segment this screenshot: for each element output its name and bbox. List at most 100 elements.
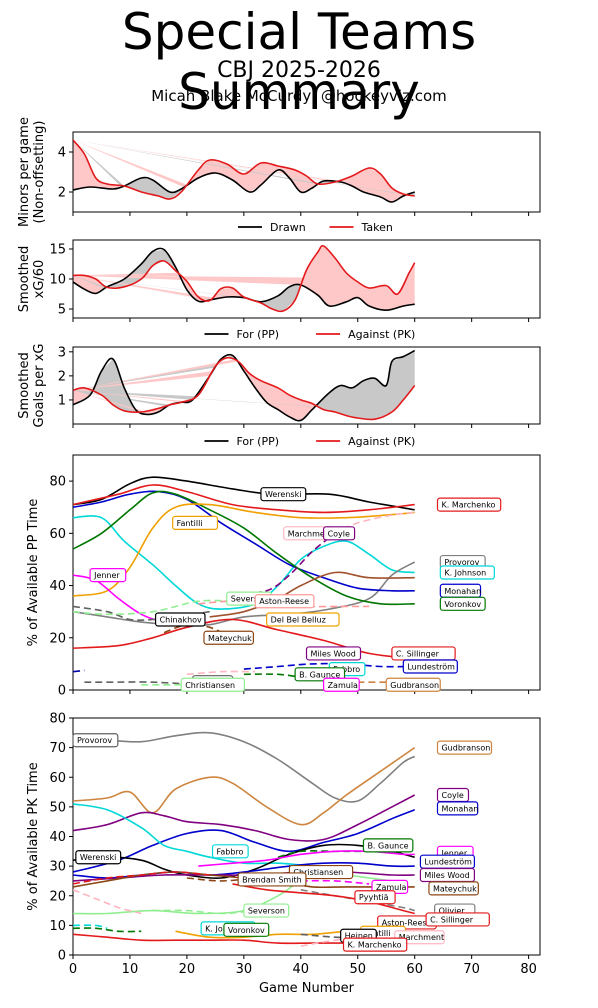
player-label: Voronkov bbox=[223, 922, 270, 937]
player-label-text: Christiansen bbox=[293, 868, 343, 877]
y-tick-label: 3 bbox=[58, 345, 66, 360]
player-label-text: Pyyhtiä bbox=[359, 893, 389, 902]
player-label: Jenner bbox=[89, 568, 127, 583]
panel-5: 0 10 20 30 40 50 60 70 80 0 10 20 30 40 50 60 70 80 % of A… bbox=[26, 712, 541, 996]
player-label-text: Werenski bbox=[80, 853, 117, 862]
y-tick-label: 1 bbox=[58, 393, 66, 408]
y-tick-label: 50 bbox=[49, 800, 66, 815]
player-label-text: Fabbro bbox=[333, 665, 360, 674]
series-line bbox=[73, 247, 415, 312]
player-label: Voronkov bbox=[439, 596, 486, 611]
player-label-text: Provorov bbox=[77, 736, 112, 745]
player-label-box bbox=[172, 515, 219, 530]
player-label: Monahan bbox=[436, 801, 479, 816]
player-label-box bbox=[322, 526, 356, 541]
player-label: C. Sillinger bbox=[391, 646, 456, 661]
legend-label: Drawn bbox=[270, 221, 306, 234]
player-label-text: Coyle bbox=[441, 791, 463, 800]
player-label-box bbox=[211, 844, 249, 859]
shaded-area bbox=[73, 249, 179, 289]
x-tick-label: 70 bbox=[463, 962, 480, 977]
x-tick-label: 60 bbox=[406, 962, 423, 977]
y-tick-label: 15 bbox=[49, 243, 66, 258]
y-axis-label: Smoothed bbox=[17, 352, 32, 418]
series-line bbox=[73, 245, 416, 313]
series-line bbox=[186, 670, 256, 676]
series-line bbox=[73, 349, 416, 422]
y-tick-label: 80 bbox=[49, 712, 66, 727]
series-line bbox=[73, 476, 415, 511]
player-label: Fabbro bbox=[211, 844, 249, 859]
player-label-text: Gudbranson bbox=[390, 681, 439, 690]
player-label-text: Heinen bbox=[345, 932, 373, 941]
player-label-text: Aston-Reese bbox=[382, 918, 432, 927]
shaded-area bbox=[73, 140, 122, 190]
x-tick-label: 80 bbox=[520, 962, 537, 977]
player-label: Werenski bbox=[75, 850, 122, 865]
y-tick-label: 2 bbox=[58, 369, 66, 384]
player-label-text: Fabbro bbox=[217, 847, 244, 856]
player-label: C. Sillinger bbox=[425, 912, 490, 927]
series-line bbox=[73, 490, 415, 592]
series-line bbox=[73, 927, 142, 933]
player-label-box bbox=[385, 677, 441, 692]
panel-2: 5 10 15 Smoothed xG/60 For (PP) Against (PK) bbox=[17, 239, 541, 341]
series-line bbox=[73, 599, 233, 616]
player-label-text: B. Gaunce bbox=[299, 670, 340, 679]
y-tick-label: 40 bbox=[49, 830, 66, 845]
player-label-text: Lundeström bbox=[407, 663, 455, 672]
y-tick-label: 2 bbox=[58, 186, 66, 201]
player-label-text: Monahan bbox=[444, 587, 481, 596]
series-line bbox=[300, 933, 358, 939]
x-tick-label: 10 bbox=[122, 962, 139, 977]
player-label-text: Voronkov bbox=[228, 926, 265, 935]
series-line bbox=[209, 571, 415, 618]
series-line bbox=[73, 561, 416, 627]
player-label: Severson bbox=[243, 903, 290, 918]
series-line bbox=[73, 484, 415, 514]
player-label-text: Miles Wood bbox=[311, 649, 356, 658]
x-tick-label: 30 bbox=[236, 962, 253, 977]
player-label: Gudbranson bbox=[436, 740, 493, 755]
player-label: Brendan Smith bbox=[237, 872, 307, 887]
series-line bbox=[300, 879, 370, 885]
y-tick-label: 30 bbox=[49, 860, 66, 875]
player-label-box bbox=[425, 912, 490, 927]
series-line bbox=[73, 746, 416, 826]
player-label: Werenski bbox=[260, 487, 307, 502]
player-label-text: Voronkov bbox=[444, 600, 481, 609]
legend-label: Against (PK) bbox=[348, 435, 415, 448]
player-label: Coyle bbox=[436, 787, 470, 803]
y-tick-label: 20 bbox=[49, 889, 66, 904]
player-label-text: Fantilli bbox=[177, 519, 203, 528]
shaded-area bbox=[73, 359, 142, 412]
series-line bbox=[232, 532, 336, 595]
series-line bbox=[73, 139, 415, 200]
shaded-area bbox=[73, 359, 315, 421]
shaded-area bbox=[73, 140, 185, 199]
player-label-box bbox=[72, 733, 119, 748]
y-tick-label: 60 bbox=[49, 527, 66, 542]
player-label-box bbox=[294, 667, 346, 682]
y-tick-label: 0 bbox=[58, 684, 66, 699]
player-label-text: K. Johnson bbox=[444, 569, 486, 578]
series-line bbox=[73, 889, 142, 915]
panel-1: 2 4 Minors per game (Non-offsetting) Drawn Ta… bbox=[17, 117, 541, 234]
chart-byline: Micah Blake McCurdy, @hockeyviz.com bbox=[151, 87, 447, 105]
legend-label: For (PP) bbox=[237, 328, 280, 341]
y-axis-label: % of Available PP Time bbox=[26, 499, 41, 647]
player-label-text: Provorov bbox=[444, 558, 479, 567]
player-label-box bbox=[439, 565, 495, 580]
player-label-text: K. Marchenko bbox=[441, 501, 495, 510]
series-line bbox=[84, 681, 199, 686]
player-label-text: Jenner bbox=[440, 849, 467, 858]
player-label-text: Christiansen bbox=[185, 681, 235, 690]
player-label-box bbox=[436, 801, 479, 816]
player-label-text: Jenner bbox=[93, 571, 120, 580]
y-axis-label: Smoothed bbox=[17, 246, 32, 312]
player-label: Monahan bbox=[439, 583, 481, 598]
player-label-box bbox=[402, 659, 458, 674]
axes-frame bbox=[72, 454, 541, 691]
series-line bbox=[73, 794, 416, 842]
player-label-box bbox=[362, 838, 414, 853]
